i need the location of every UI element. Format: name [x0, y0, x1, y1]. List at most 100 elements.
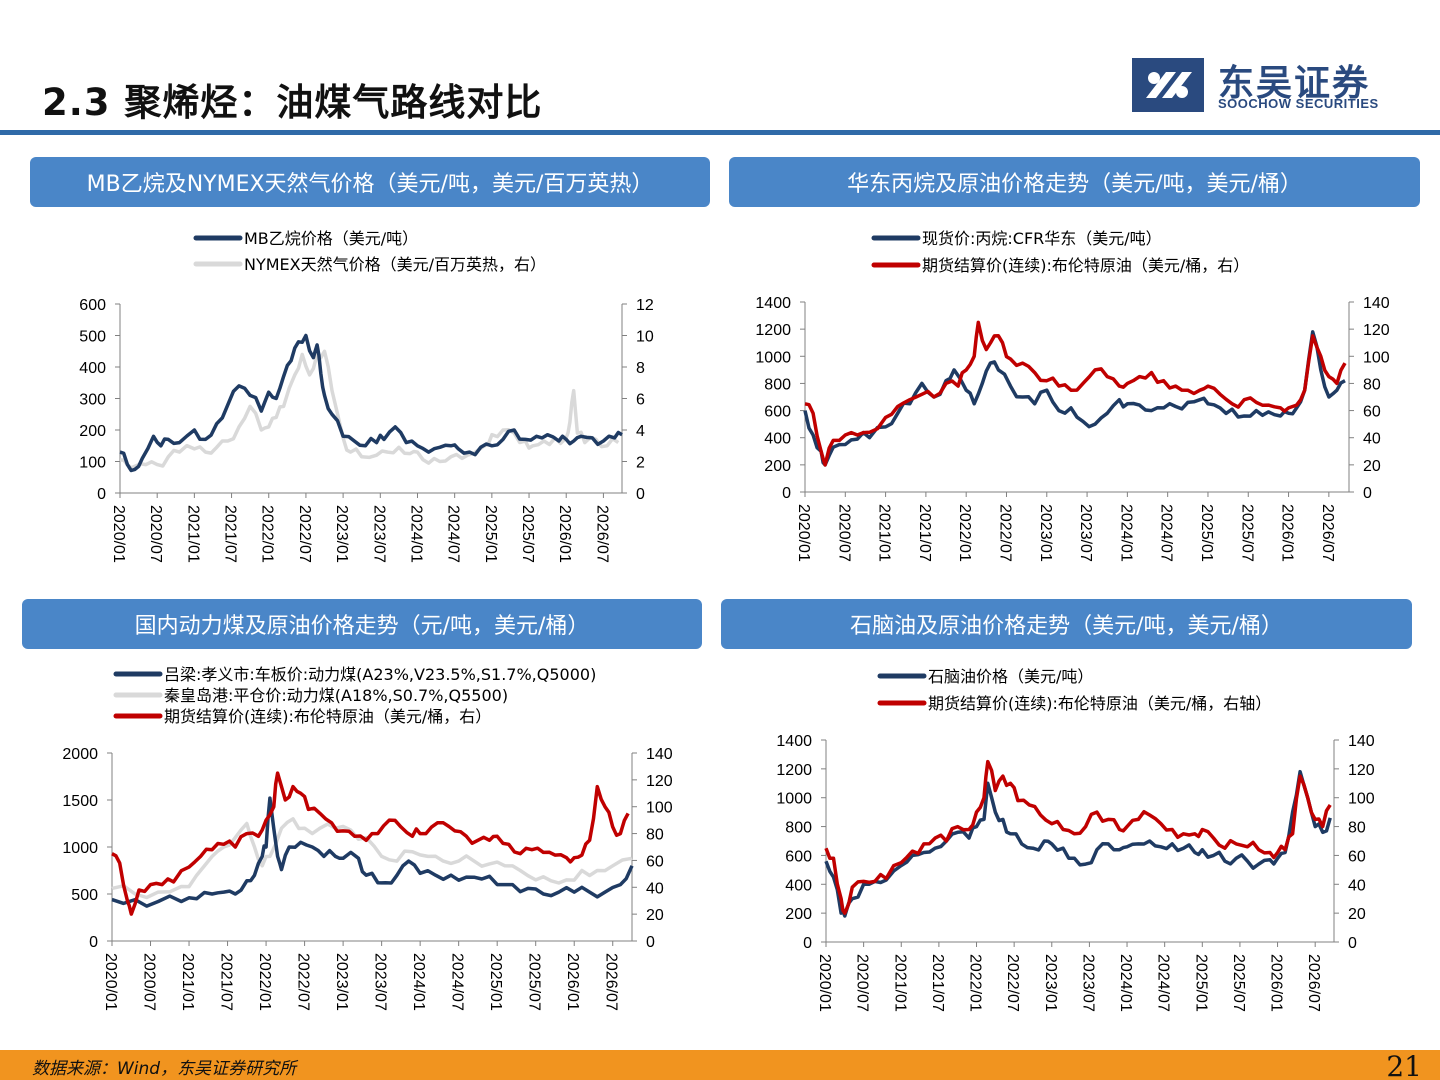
chart-title-banner-2: 华东丙烷及原油价格走势（美元/吨，美元/桶）: [729, 157, 1420, 207]
x-tick-label: 2024/07: [445, 505, 462, 563]
series-line-1: [824, 769, 1332, 918]
y-left-tick-label: 300: [79, 392, 106, 409]
logo-en-text: SOOCHOW SECURITIES: [1218, 96, 1379, 111]
y-left-tick-label: 600: [785, 848, 812, 865]
chart-ethane-natgas: 0 100 200 300 400 500 600 0 2 4 6 8 10 12 2020/01 2020/…: [0, 0, 720, 590]
y-left-tick-label: 500: [79, 329, 106, 346]
x-tick-label: 2021/07: [222, 505, 239, 563]
x-tick-label: 2026/07: [1319, 504, 1336, 562]
y-left-tick-label: 0: [89, 934, 98, 951]
series-line-2: [111, 817, 633, 900]
chart-title-banner-3: 国内动力煤及原油价格走势（元/吨，美元/桶）: [22, 599, 702, 649]
x-tick-label: 2021/07: [916, 504, 933, 562]
y-right-tick-label: 4: [636, 423, 645, 440]
y-left-tick-label: 0: [803, 935, 812, 952]
y-left-tick-label: 800: [764, 376, 791, 393]
y-left-tick-label: 1500: [62, 793, 98, 810]
x-tick-label: 2022/01: [259, 505, 276, 563]
x-tick-label: 2025/07: [1238, 504, 1255, 562]
y-right-tick-label: 120: [646, 773, 673, 790]
x-tick-label: 2026/01: [1279, 504, 1296, 562]
y-right-tick-label: 20: [1348, 906, 1366, 923]
x-tick-label: 2024/01: [410, 953, 427, 1011]
y-right-tick-label: 20: [1363, 458, 1381, 475]
footer-bar: [0, 1050, 1440, 1080]
y-right-tick-label: 10: [636, 329, 654, 346]
legend-label-1: 吕梁:孝义市:车板价:动力煤(A23%,V23.5%,S1.7%,Q5000): [164, 665, 596, 684]
y-left-tick-label: 200: [764, 458, 791, 475]
y-left-tick-label: 200: [785, 906, 812, 923]
soochow-logo-icon: [1132, 58, 1204, 112]
brand-logo: 东吴证券 SOOCHOW SECURITIES: [1132, 58, 1432, 118]
x-tick-label: 2023/01: [333, 953, 350, 1011]
x-tick-label: 2020/07: [835, 504, 852, 562]
chart-svg-3: 0 500 1000 1500 2000 0 20 40 60 80 100 120 140 2020/0…: [62, 665, 673, 1011]
y-left-tick-label: 600: [79, 297, 106, 314]
y-left-tick-label: 400: [785, 877, 812, 894]
chart-svg-4: 0 200 400 600 800 1000 1200 1400 0 20 40 60 80 100 120…: [776, 667, 1375, 1012]
chart-svg-1: 0 100 200 300 400 500 600 0 2 4 6 8 10 12 2020/01 2020/…: [79, 229, 654, 563]
y-right-tick-label: 80: [1363, 376, 1381, 393]
x-tick-label: 2026/07: [603, 953, 620, 1011]
x-tick-label: 2020/07: [854, 954, 871, 1012]
y-right-tick-label: 140: [646, 746, 673, 763]
y-right-tick-label: 0: [646, 934, 655, 951]
y-right-tick-label: 60: [1363, 404, 1381, 421]
chart-propane-crude: 0 200 400 600 800 1000 1200 1400 0 20 40 60 80 100 120…: [720, 0, 1440, 590]
legend-label-1: 石脑油价格（美元/吨）: [928, 667, 1093, 686]
x-tick-label: 2025/01: [1198, 504, 1215, 562]
y-right-tick-label: 80: [1348, 820, 1366, 837]
y-right-tick-label: 100: [1348, 791, 1375, 808]
y-right-tick-label: 40: [1363, 431, 1381, 448]
data-source: 数据来源：Wind，东吴证券研究所: [32, 1059, 297, 1079]
series-line-2: [824, 759, 1332, 915]
x-tick-label: 2025/07: [526, 953, 543, 1011]
series-line-1: [119, 333, 623, 473]
x-tick-label: 2024/07: [1155, 954, 1172, 1012]
y-right-tick-label: 0: [1363, 485, 1372, 502]
y-right-tick-label: 120: [1363, 322, 1390, 339]
x-tick-label: 2021/07: [929, 954, 946, 1012]
y-right-tick-label: 40: [1348, 877, 1366, 894]
y-right-tick-label: 100: [646, 800, 673, 817]
x-tick-label: 2025/01: [482, 505, 499, 563]
x-tick-label: 2026/01: [556, 505, 573, 563]
logo-cn-text: 东吴证券: [1218, 63, 1371, 104]
x-tick-label: 2020/01: [110, 505, 127, 563]
y-left-tick-label: 0: [782, 485, 791, 502]
x-tick-label: 2024/07: [1158, 504, 1175, 562]
y-right-tick-label: 2: [636, 455, 645, 472]
series-line-2: [119, 349, 620, 470]
series-line-3: [111, 771, 630, 916]
legend-label-2: 期货结算价(连续):布伦特原油（美元/桶，右轴）: [928, 694, 1271, 713]
y-left-tick-label: 1000: [62, 840, 98, 857]
x-tick-label: 2023/01: [333, 505, 350, 563]
y-right-tick-label: 140: [1363, 295, 1390, 312]
x-tick-label: 2022/07: [295, 953, 312, 1011]
legend-label-2: 期货结算价(连续):布伦特原油（美元/桶，右）: [922, 256, 1249, 275]
x-tick-label: 2020/07: [147, 505, 164, 563]
x-tick-label: 2022/07: [1004, 954, 1021, 1012]
y-right-tick-label: 40: [646, 880, 664, 897]
x-tick-label: 2021/01: [891, 954, 908, 1012]
y-left-tick-label: 1000: [776, 791, 812, 808]
x-tick-label: 2022/01: [256, 953, 273, 1011]
x-tick-label: 2023/01: [1037, 504, 1054, 562]
y-left-tick-label: 200: [79, 423, 106, 440]
y-right-tick-label: 8: [636, 360, 645, 377]
y-left-tick-label: 1200: [755, 322, 791, 339]
x-tick-label: 2025/07: [519, 505, 536, 563]
x-tick-label: 2021/01: [179, 953, 196, 1011]
x-tick-label: 2023/07: [1079, 954, 1096, 1012]
x-tick-label: 2020/01: [816, 954, 833, 1012]
x-tick-label: 2025/01: [1192, 954, 1209, 1012]
x-tick-label: 2021/01: [876, 504, 893, 562]
x-tick-label: 2023/01: [1042, 954, 1059, 1012]
page-number: 21: [1386, 1050, 1422, 1080]
y-right-tick-label: 60: [1348, 848, 1366, 865]
x-tick-label: 2020/07: [141, 953, 158, 1011]
chart-title-banner-4: 石脑油及原油价格走势（美元/吨，美元/桶）: [721, 599, 1412, 649]
x-tick-label: 2026/07: [593, 505, 610, 563]
y-left-tick-label: 1400: [755, 295, 791, 312]
x-tick-label: 2020/01: [795, 504, 812, 562]
